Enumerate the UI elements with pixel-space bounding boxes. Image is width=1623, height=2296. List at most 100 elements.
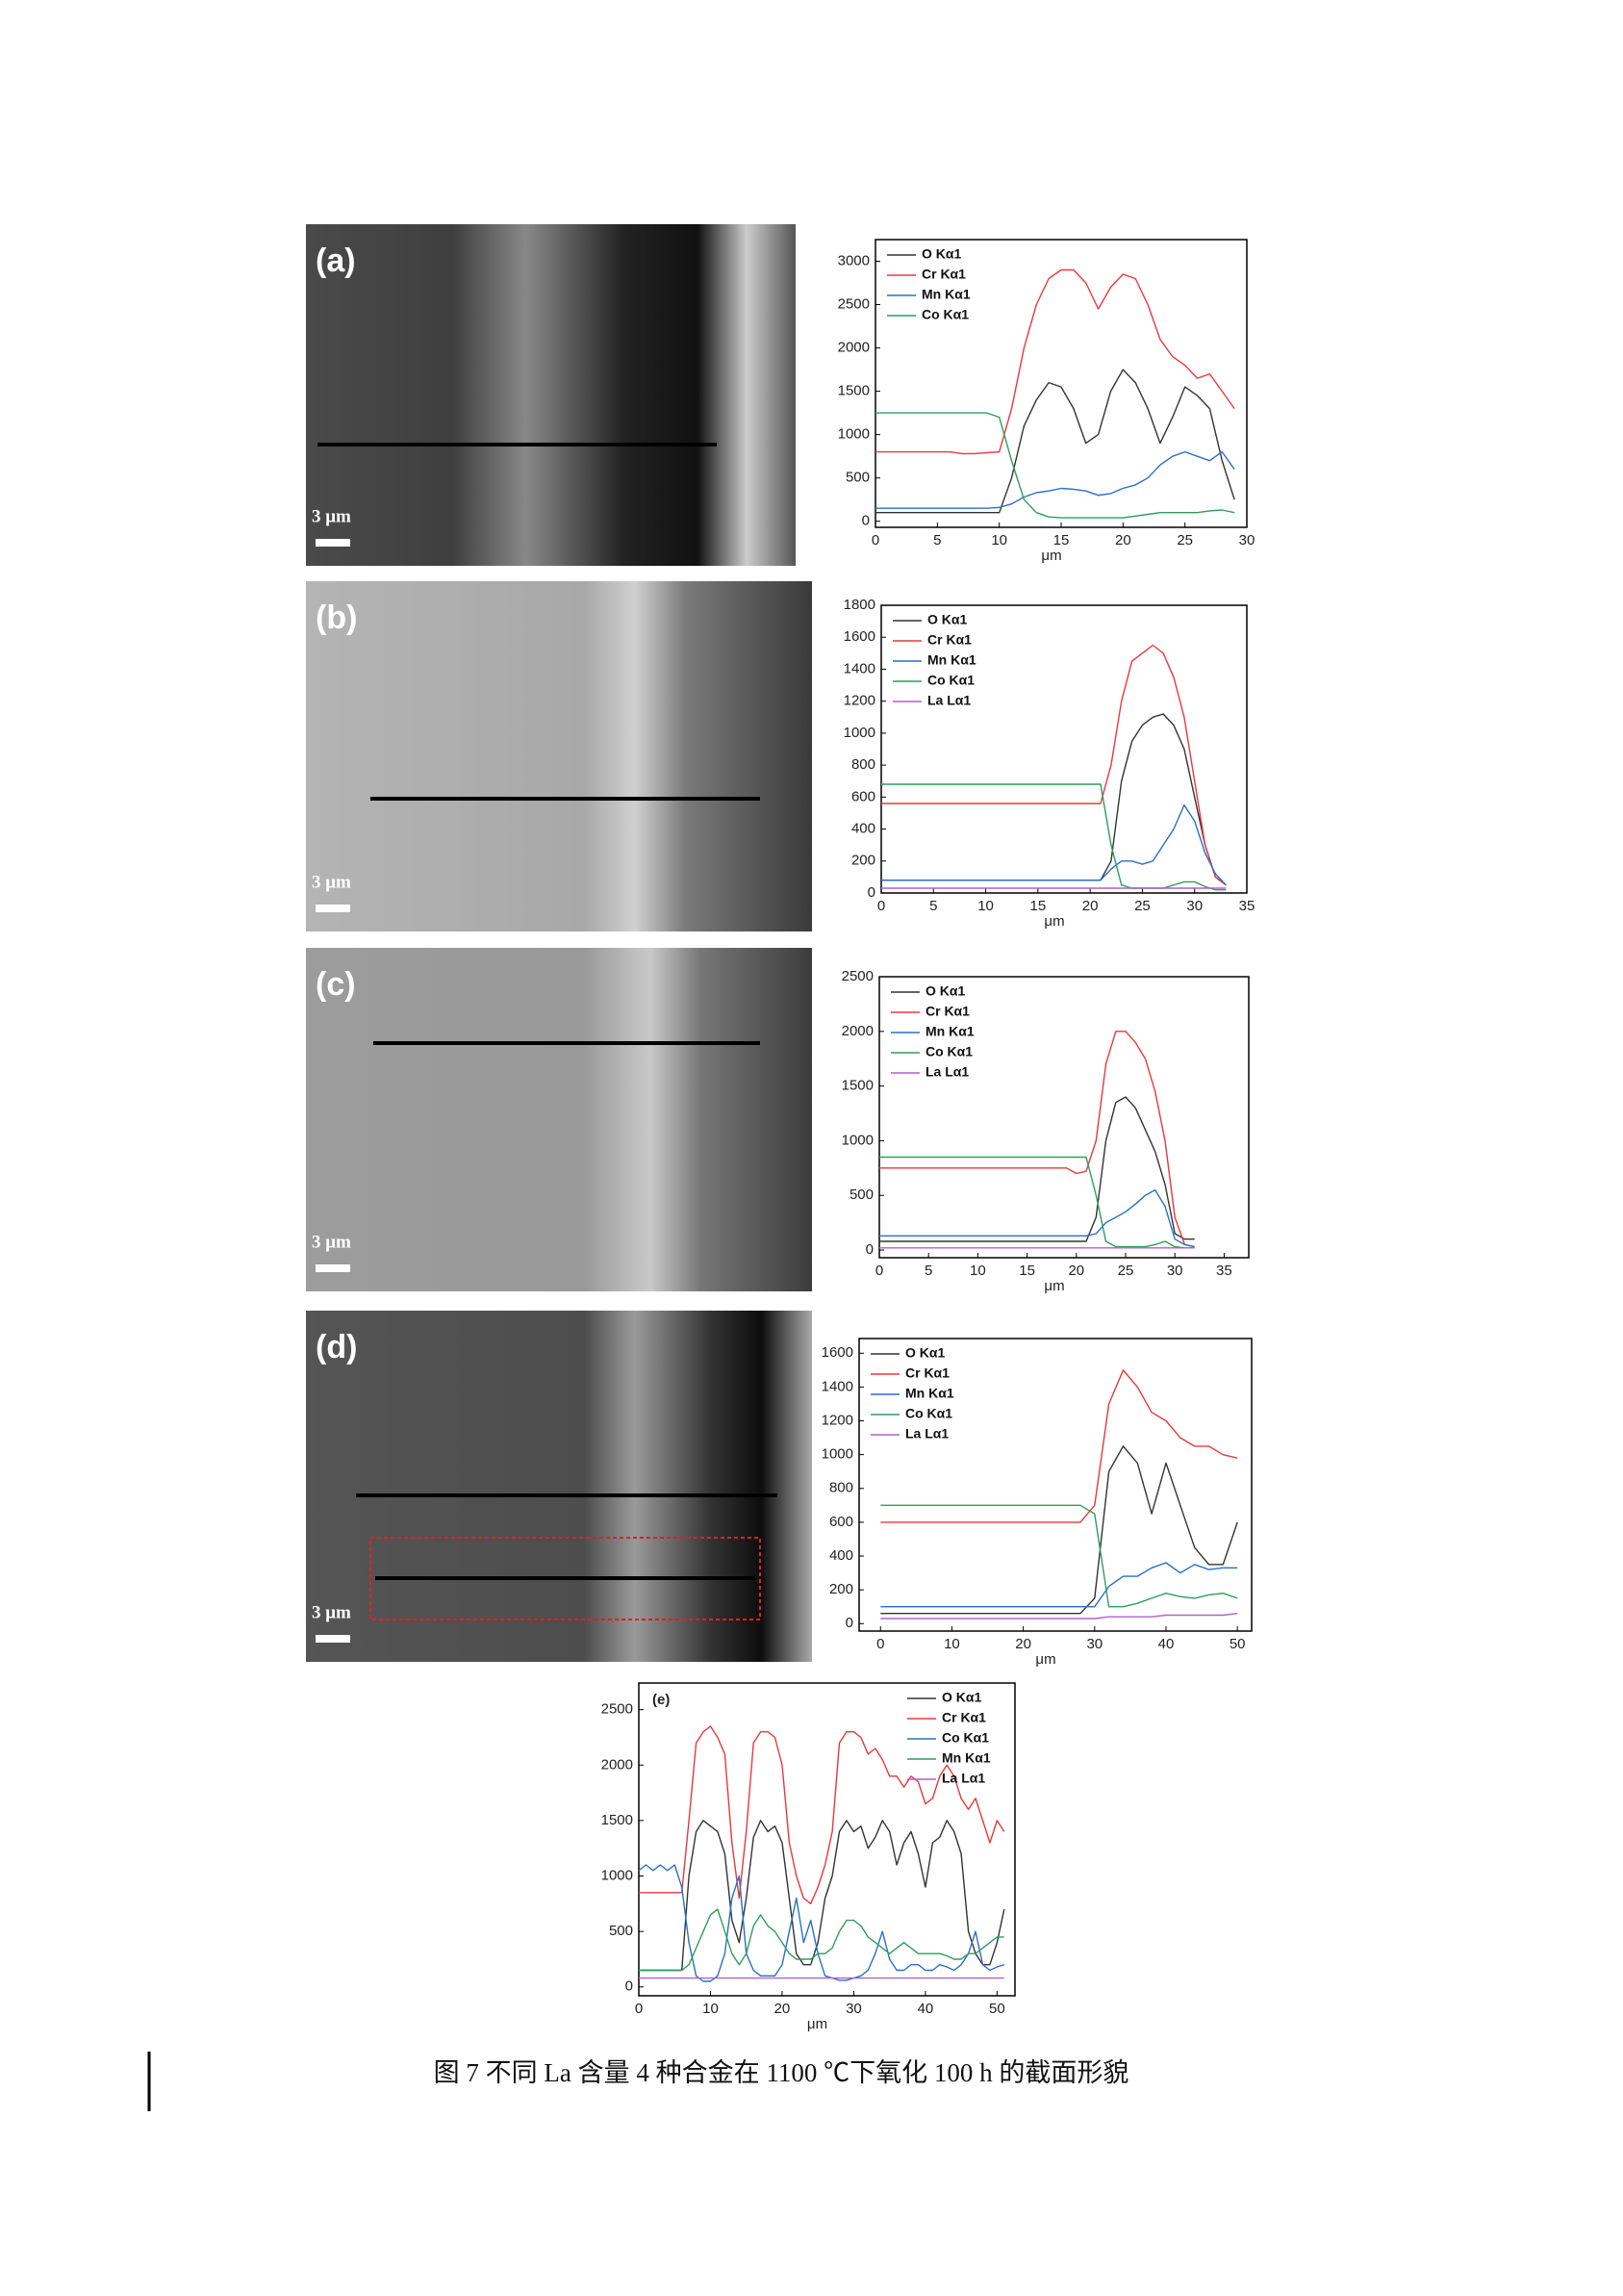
x-tick-label: 35 xyxy=(1239,898,1255,914)
y-tick-label: 200 xyxy=(851,853,875,869)
legend-label: Co Kα1 xyxy=(927,673,975,688)
y-tick-label: 1000 xyxy=(601,1868,633,1884)
y-tick-label: 1400 xyxy=(822,1378,853,1394)
data-line xyxy=(639,1725,1005,1904)
legend-label: O Kα1 xyxy=(922,246,961,262)
y-tick-label: 0 xyxy=(846,1615,853,1631)
data-line xyxy=(639,1820,1005,1972)
y-tick-label: 0 xyxy=(866,1241,874,1258)
x-tick-label: 0 xyxy=(872,532,879,548)
legend-label: Cr Kα1 xyxy=(927,632,972,648)
legend-label: Cr Kα1 xyxy=(922,267,966,282)
y-tick-label: 1000 xyxy=(844,725,875,741)
x-tick-label: 30 xyxy=(1186,898,1203,914)
y-tick-label: 1600 xyxy=(822,1344,853,1361)
data-line xyxy=(639,1908,1004,1972)
y-tick-label: 800 xyxy=(829,1480,853,1496)
y-tick-label: 0 xyxy=(862,513,870,529)
y-tick-label: 1400 xyxy=(844,660,875,676)
x-tick-label: 20 xyxy=(1115,532,1131,548)
legend-label: Mn Kα1 xyxy=(926,1024,975,1039)
panel-label: (b) xyxy=(316,600,357,636)
x-tick-label: 15 xyxy=(1030,898,1047,914)
data-line xyxy=(879,1156,1195,1249)
x-tick-label: 30 xyxy=(1239,532,1255,548)
plot-frame xyxy=(858,1338,1253,1632)
y-tick-label: 500 xyxy=(609,1923,633,1939)
y-tick-label: 0 xyxy=(868,884,875,901)
x-tick-label: 15 xyxy=(1053,532,1070,548)
y-tick-label: 2500 xyxy=(601,1701,633,1718)
y-tick-label: 600 xyxy=(829,1514,853,1530)
data-line xyxy=(875,268,1235,455)
x-tick-label: 10 xyxy=(977,898,994,914)
scale-text: 3 μm xyxy=(312,506,351,526)
y-tick-label: 800 xyxy=(851,756,875,773)
data-line xyxy=(879,1031,1195,1248)
x-tick-label: 0 xyxy=(635,2001,643,2017)
scale-text: 3 μm xyxy=(312,872,351,892)
x-axis-label: μm xyxy=(1041,548,1061,564)
legend-label: La Lα1 xyxy=(927,693,971,708)
y-tick-label: 1000 xyxy=(842,1132,874,1148)
x-tick-label: 30 xyxy=(846,2001,862,2017)
x-tick-label: 5 xyxy=(929,898,937,914)
legend-label: Co Kα1 xyxy=(922,307,969,322)
legend-label: Co Kα1 xyxy=(942,1730,989,1746)
y-tick-label: 200 xyxy=(829,1581,853,1597)
scale-bar xyxy=(316,1264,350,1272)
x-tick-label: 20 xyxy=(1015,1636,1031,1652)
x-tick-label: 20 xyxy=(774,2001,791,2017)
x-tick-label: 10 xyxy=(991,532,1007,548)
x-tick-label: 10 xyxy=(970,1263,986,1279)
x-tick-label: 0 xyxy=(875,1263,883,1279)
y-tick-label: 2500 xyxy=(842,968,874,984)
x-tick-label: 50 xyxy=(1230,1636,1246,1652)
legend-label: La Lα1 xyxy=(905,1426,949,1441)
panel-label: (a) xyxy=(316,242,356,279)
legend-label: Cr Kα1 xyxy=(926,1004,970,1019)
plot-frame xyxy=(638,1682,1016,1997)
data-line xyxy=(880,1369,1238,1523)
x-axis-label: μm xyxy=(807,2016,827,2032)
x-tick-label: 40 xyxy=(1158,1636,1175,1652)
y-tick-label: 1200 xyxy=(844,693,875,709)
data-line xyxy=(881,783,1227,891)
legend-label: Cr Kα1 xyxy=(942,1710,986,1725)
y-tick-label: 1500 xyxy=(838,383,870,399)
sem-image xyxy=(306,581,812,931)
y-tick-label: 0 xyxy=(625,1978,633,1995)
x-tick-label: 30 xyxy=(1086,1636,1103,1652)
x-tick-label: 20 xyxy=(1068,1263,1084,1279)
data-line xyxy=(875,369,1235,514)
data-line xyxy=(881,804,1227,886)
x-tick-label: 20 xyxy=(1082,898,1099,914)
x-tick-label: 15 xyxy=(1019,1263,1035,1279)
y-tick-label: 2000 xyxy=(601,1756,633,1773)
scale-bar xyxy=(316,1635,350,1643)
legend-label: O Kα1 xyxy=(926,983,965,999)
data-line xyxy=(881,644,1227,886)
plot-frame xyxy=(878,976,1250,1259)
sem-image xyxy=(306,1311,812,1662)
x-tick-label: 25 xyxy=(1118,1263,1134,1279)
legend-label: Mn Kα1 xyxy=(942,1750,991,1766)
panel-label: (c) xyxy=(316,966,356,1003)
data-line xyxy=(879,1096,1195,1242)
x-tick-label: 50 xyxy=(989,2001,1005,2017)
x-tick-label: 25 xyxy=(1134,898,1151,914)
y-tick-label: 500 xyxy=(846,470,870,486)
sem-image xyxy=(306,948,812,1291)
y-tick-label: 1600 xyxy=(844,628,875,645)
legend-label: Co Kα1 xyxy=(905,1406,952,1421)
legend-label: Co Kα1 xyxy=(926,1044,973,1059)
y-tick-label: 2000 xyxy=(838,340,870,356)
x-axis-label: μm xyxy=(1044,913,1064,930)
y-tick-label: 1200 xyxy=(822,1412,853,1428)
y-tick-label: 1500 xyxy=(601,1812,633,1828)
data-line xyxy=(875,412,1235,519)
x-tick-label: 0 xyxy=(877,898,885,914)
x-tick-label: 10 xyxy=(702,2001,719,2017)
x-tick-label: 0 xyxy=(876,1636,884,1652)
